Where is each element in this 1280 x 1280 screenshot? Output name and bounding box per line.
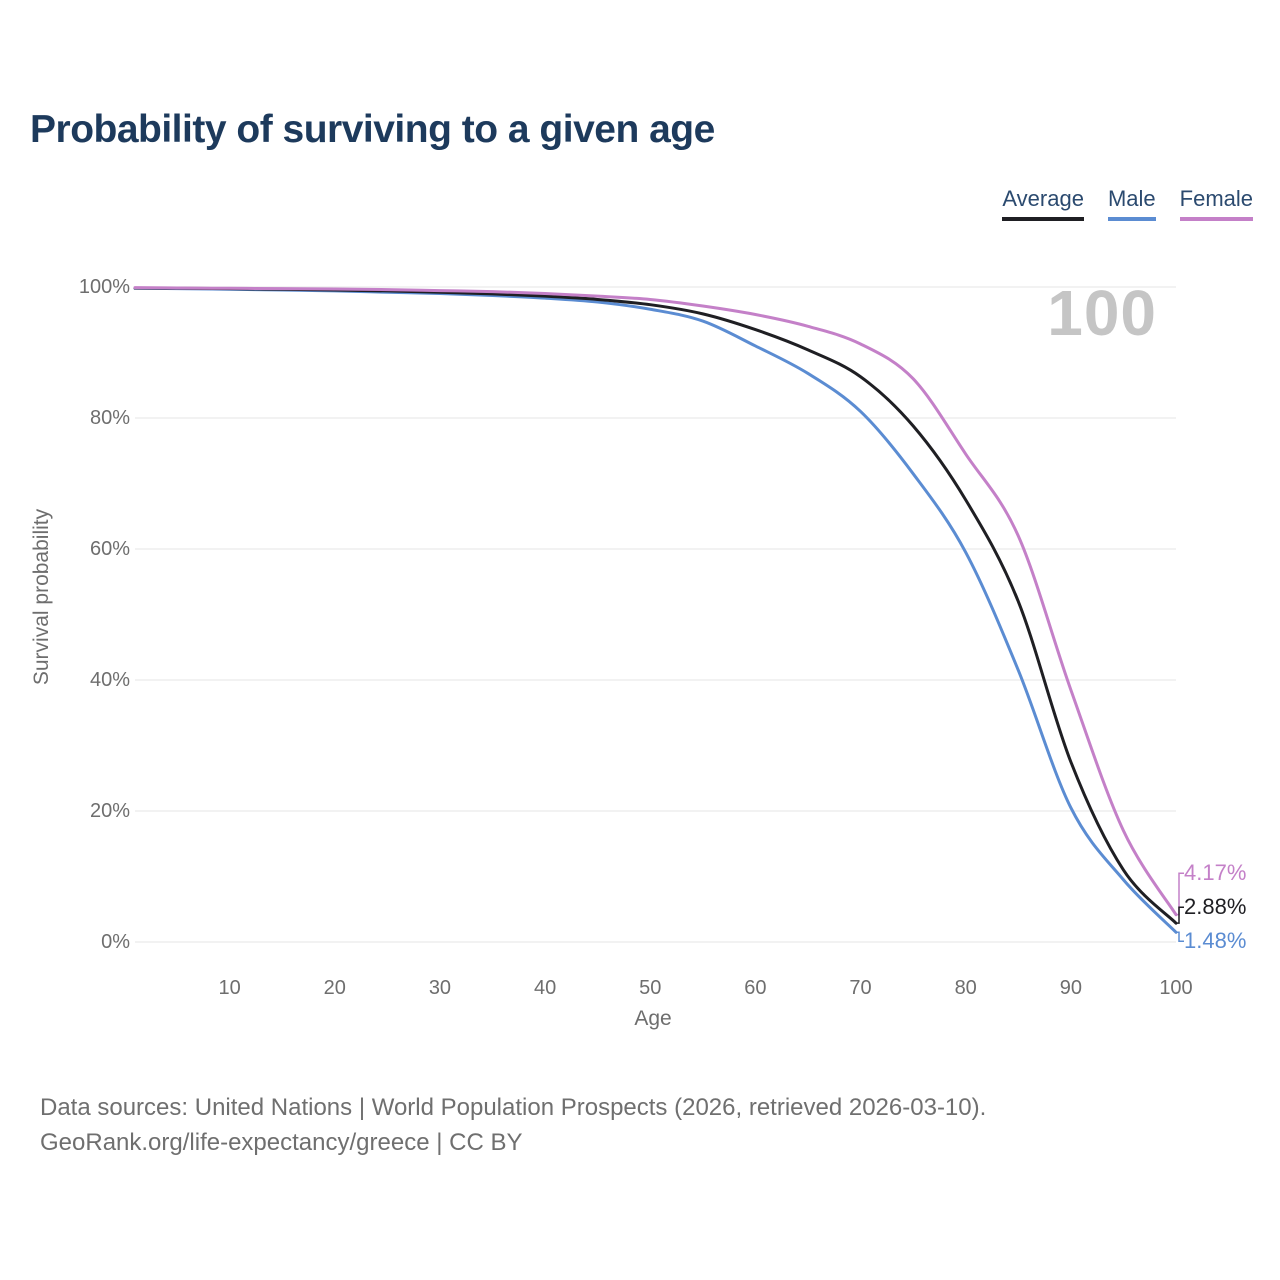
y-tick-100: 100% — [78, 276, 130, 298]
end-label-average: 2.88% — [1184, 894, 1247, 920]
data-sources-line: Data sources: United Nations | World Pop… — [40, 1094, 987, 1121]
x-axis-title: Age — [634, 1007, 672, 1030]
attribution-line: GeoRank.org/life-expectancy/greece | CC … — [40, 1129, 523, 1156]
legend: Average Male Female — [1002, 186, 1253, 221]
y-tick-20: 20% — [89, 800, 130, 822]
series-line-average — [133, 286, 1178, 925]
end-label-male: 1.48% — [1184, 928, 1247, 954]
legend-item-average[interactable]: Average — [1002, 186, 1084, 221]
y-axis-title: Survival probability — [30, 508, 53, 686]
x-tick-30: 30 — [428, 977, 452, 999]
x-tick-60: 60 — [744, 977, 767, 999]
legend-item-female[interactable]: Female — [1179, 186, 1253, 221]
end-label-female: 4.17% — [1184, 860, 1247, 886]
leader-line-male — [1176, 931, 1184, 943]
leader-line-average — [1176, 906, 1184, 924]
series-line-female — [133, 286, 1178, 917]
x-tick-20: 20 — [323, 977, 346, 999]
footer: Data sources: United Nations | World Pop… — [40, 1090, 986, 1160]
series-line-male — [133, 286, 1178, 934]
leader-line-female — [1176, 872, 1184, 916]
x-tick-70: 70 — [849, 977, 872, 999]
x-tick-80: 80 — [954, 977, 977, 999]
x-tick-40: 40 — [533, 977, 557, 999]
x-tick-90: 90 — [1059, 977, 1082, 999]
x-tick-10: 10 — [218, 977, 241, 999]
y-tick-0: 0% — [101, 931, 130, 953]
y-tick-80: 80% — [89, 407, 130, 429]
x-tick-50: 50 — [639, 977, 662, 999]
y-tick-60: 60% — [89, 538, 130, 560]
chart-title: Probability of surviving to a given age — [30, 108, 715, 151]
legend-item-male[interactable]: Male — [1107, 186, 1156, 221]
age-watermark: 100 — [1047, 277, 1157, 349]
y-tick-40: 40% — [89, 669, 130, 691]
x-tick-100: 100 — [1159, 977, 1193, 999]
